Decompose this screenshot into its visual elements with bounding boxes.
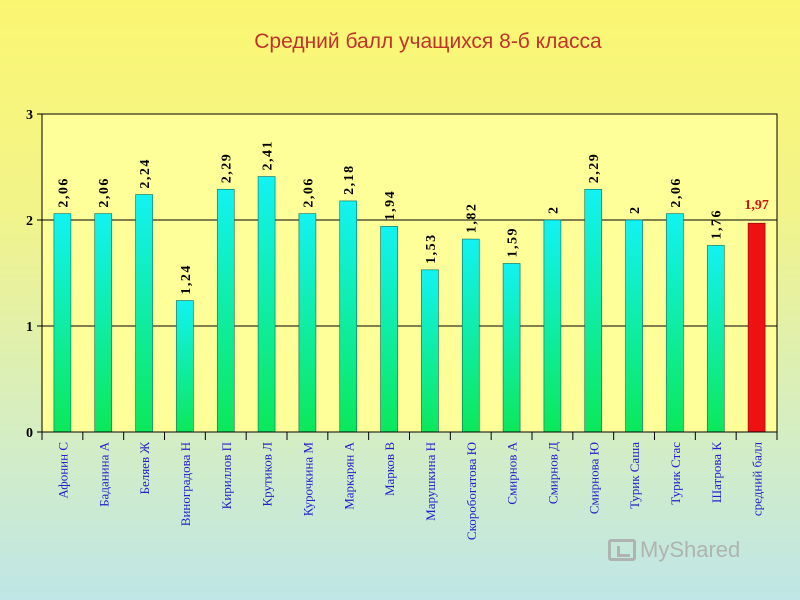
- value-label: 1,24: [179, 264, 194, 295]
- value-label: 2,18: [342, 164, 357, 195]
- y-tick-label: 1: [26, 320, 33, 335]
- category-label: Турик Саша: [627, 442, 642, 509]
- category-label: Смирнова Ю: [586, 442, 601, 514]
- bar: [135, 194, 153, 433]
- bar: [216, 188, 235, 433]
- gridlines: [42, 219, 777, 327]
- bar: [461, 238, 480, 433]
- y-tick-label: 3: [26, 108, 33, 123]
- category-label: Баданина А: [96, 441, 111, 507]
- presentation-icon: [608, 539, 636, 561]
- category-label: Виноградова Н: [178, 442, 193, 526]
- category-label: Крутиков Л: [260, 442, 275, 507]
- chart-title: Средний балл учащихся 8-б класса: [254, 30, 602, 53]
- category-label: Курочкина М: [300, 442, 315, 517]
- value-label: 2: [628, 206, 643, 215]
- bar: [298, 213, 317, 433]
- y-axis: 0 1 2 3: [26, 108, 43, 441]
- value-label: 2,41: [261, 140, 276, 171]
- bar: [94, 213, 113, 433]
- category-label: Марушкина Н: [423, 442, 438, 521]
- value-label: 2,29: [220, 153, 235, 184]
- y-tick-label: 2: [26, 214, 33, 229]
- value-label: 2,06: [669, 177, 684, 208]
- category-label: Кириллов П: [219, 442, 234, 509]
- plot-area: [41, 113, 778, 433]
- bar: [625, 219, 643, 433]
- category-label: Афонин С: [55, 442, 70, 499]
- y-tick-label: 0: [26, 426, 33, 441]
- watermark-text: MyShared: [640, 537, 741, 562]
- bar: [257, 176, 276, 433]
- value-label: 2,06: [97, 177, 112, 208]
- value-label: 1,97: [744, 198, 769, 213]
- bar: [543, 219, 562, 433]
- bar: [706, 245, 725, 433]
- bar: [339, 200, 358, 433]
- category-label: Скоробогатова Ю: [464, 442, 479, 540]
- category-label: средний балл: [750, 441, 765, 516]
- value-label: 2,24: [138, 158, 153, 189]
- bar: [53, 213, 72, 433]
- category-label: Турик Стас: [668, 442, 683, 505]
- value-label: 2,29: [587, 153, 602, 184]
- category-label: Смирнов Д: [545, 442, 560, 504]
- watermark: MyShared: [608, 537, 740, 563]
- category-labels: Афонин С Баданина А Беляев Ж Виноградова Н К…: [55, 441, 764, 540]
- value-label: 2,06: [301, 177, 316, 208]
- value-label: 2,06: [56, 177, 71, 208]
- category-label: Марков В: [382, 442, 397, 496]
- value-labels: 2,06 2,06 2,24 1,24 2,29 2,41 2,06 2,18 1,94 1,53…: [56, 140, 768, 295]
- x-axis: [41, 431, 778, 440]
- value-label: 2: [546, 206, 561, 215]
- value-label: 1,59: [506, 227, 521, 258]
- category-label: Шатрова К: [709, 442, 724, 503]
- bar: [584, 188, 603, 433]
- category-label: Смирнов А: [505, 441, 520, 504]
- bar: [502, 263, 521, 433]
- category-label: Маркарян А: [341, 441, 356, 509]
- bar: [666, 213, 684, 433]
- bar: [176, 300, 194, 433]
- value-label: 1,53: [424, 233, 439, 264]
- category-label: Беляев Ж: [137, 442, 152, 495]
- bar: [380, 226, 398, 433]
- bar: [421, 269, 439, 433]
- value-label: 1,76: [710, 209, 725, 240]
- bar: [747, 222, 766, 433]
- value-label: 1,94: [383, 190, 398, 221]
- value-label: 1,82: [465, 203, 480, 234]
